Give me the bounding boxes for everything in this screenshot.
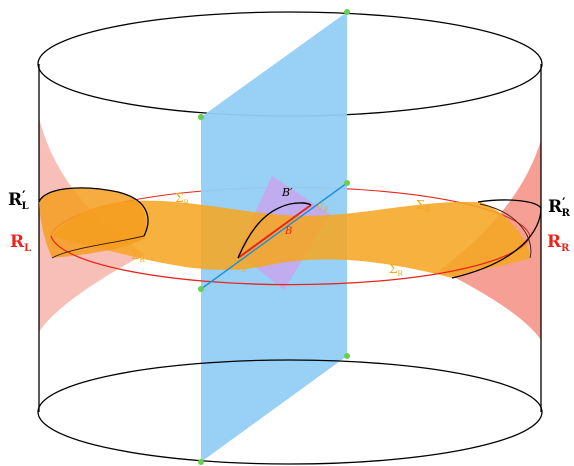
blue-diagonal bbox=[200, 182, 348, 290]
label-R-R-prime: R′ R bbox=[548, 196, 571, 219]
green-dot-top-front bbox=[198, 114, 204, 120]
left-curve-R-prime-lower bbox=[51, 235, 145, 259]
label-sigma-B-lower: σB bbox=[235, 262, 247, 274]
label-sigma-lower-right: ΣR bbox=[389, 262, 403, 278]
label-sigma-lower-left: ΣR bbox=[131, 248, 145, 264]
label-sigma-upper-right: ΣR bbox=[416, 198, 430, 214]
label-R-L-prime: R′ L bbox=[8, 189, 29, 212]
green-dot-bottom-front bbox=[198, 459, 204, 465]
label-R-L: RL bbox=[10, 232, 31, 254]
right-curve-inner bbox=[479, 203, 532, 259]
green-dot-top bbox=[344, 9, 350, 15]
red-segment-B bbox=[237, 204, 312, 259]
green-dot-bottom-back bbox=[344, 353, 350, 359]
orange-band-left-lobe bbox=[39, 188, 147, 258]
green-dot-mid-back bbox=[344, 180, 350, 186]
cylinder-bottom-ellipse bbox=[37, 359, 543, 465]
left-curve-R-prime bbox=[38, 187, 149, 237]
label-R-R: RR bbox=[547, 232, 570, 254]
orange-band bbox=[52, 200, 530, 278]
right-curve-R-prime bbox=[451, 199, 542, 279]
label-sigma-B-upper: σB bbox=[317, 201, 329, 213]
label-B-prime: B′ bbox=[281, 186, 293, 199]
label-B: B bbox=[284, 226, 292, 237]
black-curve-B-prime bbox=[237, 202, 312, 259]
red-ellipse-front bbox=[50, 235, 531, 286]
green-dot-mid-front bbox=[198, 286, 204, 292]
label-sigma-upper-left: ΣR bbox=[175, 191, 189, 207]
